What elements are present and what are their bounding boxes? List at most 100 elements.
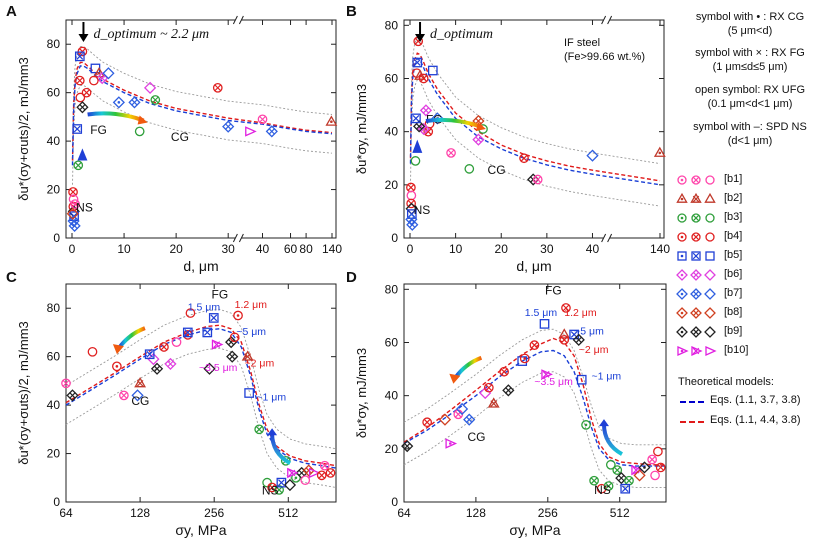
data-point — [446, 148, 456, 158]
legend-marker — [705, 345, 717, 357]
trend-arrowhead — [598, 419, 609, 427]
data-point — [412, 57, 423, 68]
data-point — [66, 207, 79, 220]
model-2-line-swatch — [680, 421, 704, 423]
upper-envelope — [72, 46, 333, 147]
data-point — [171, 337, 182, 347]
legend-marker — [677, 251, 687, 261]
data-point — [119, 390, 129, 401]
data-point — [589, 475, 599, 486]
y-tick-label: 20 — [385, 178, 399, 192]
axis-break-mark — [601, 15, 607, 25]
grain-size-label: 1.2 μm — [235, 299, 268, 311]
legend-model-label: Eqs. (1.1, 4.4, 3.8) — [710, 414, 801, 426]
data-point — [453, 409, 464, 420]
y-tick-label: 40 — [385, 125, 399, 139]
data-point — [287, 467, 299, 479]
optimum-arrowhead — [78, 34, 89, 42]
region-label-cg: CG — [467, 430, 485, 444]
x-tick-label: 80 — [299, 242, 313, 256]
data-point — [406, 190, 417, 201]
data-point — [406, 182, 416, 193]
y-tick-label: 80 — [47, 37, 61, 51]
y-axis-label: δu*(σy+σuts)/2, mJ/mm3 — [16, 57, 31, 201]
data-point — [147, 352, 160, 366]
data-point — [128, 96, 141, 109]
data-point — [655, 462, 666, 473]
y-tick-label: 80 — [385, 282, 399, 296]
data-point — [581, 420, 591, 430]
axis-break-gap — [235, 16, 242, 24]
legend-marker — [704, 307, 716, 319]
data-point — [134, 377, 147, 388]
data-point — [519, 153, 529, 164]
legend-marker-group — [676, 326, 716, 338]
data-point — [112, 361, 122, 372]
legend-models-title: Theoretical models: — [678, 376, 774, 388]
panel-letter: B — [346, 3, 357, 20]
legend-note-sub: (5 μm<d) — [727, 25, 773, 37]
trend-arrowhead — [112, 344, 124, 355]
lower-envelope — [65, 347, 337, 488]
legend-ref-label: [b1] — [724, 173, 743, 185]
x-tick-label: 512 — [278, 506, 298, 520]
data-point — [576, 374, 587, 385]
data-point — [134, 126, 145, 137]
lower-envelope — [72, 84, 333, 185]
model-curve-red — [403, 337, 666, 466]
material-note: IF steel — [564, 37, 600, 49]
data-point — [254, 424, 265, 435]
data-point — [519, 353, 530, 364]
region-label-ns: NS — [76, 200, 93, 214]
material-note: (Fe>99.66 wt.%) — [564, 51, 645, 63]
legend-marker — [690, 326, 702, 338]
x-tick-label: 64 — [59, 506, 73, 520]
legend-ref-b3: [b3] — [674, 210, 824, 226]
axis-break-gap — [603, 16, 610, 24]
data-point — [159, 342, 169, 352]
x-tick-label: 256 — [204, 506, 224, 520]
x-tick-label: 40 — [256, 242, 270, 256]
y-tick-label: 60 — [385, 71, 399, 85]
data-point — [241, 350, 254, 361]
data-point — [586, 149, 599, 162]
data-point — [308, 467, 321, 479]
legend-ref-b2: [b2] — [674, 191, 824, 207]
upper-envelope — [410, 36, 661, 165]
model-curve-red — [409, 52, 661, 182]
data-point — [211, 339, 224, 350]
data-point — [539, 319, 550, 329]
legend-model-label: Eqs. (1.1, 3.7, 3.8) — [710, 394, 801, 406]
legend-marker-group — [676, 269, 716, 281]
data-point — [185, 308, 196, 318]
data-point — [150, 362, 164, 375]
legend-ref-label: [b5] — [724, 249, 743, 261]
lower-envelope — [410, 79, 661, 207]
chart-panel-c: C 0 20 40 60 80 64 128 256 512 σy, MPa δu*(σy+σuts)… — [6, 269, 337, 538]
legend-ref-label: [b9] — [724, 325, 743, 337]
y-tick-label: 0 — [53, 495, 60, 509]
x-axis-label: σy, MPa — [509, 522, 560, 538]
data-point — [650, 470, 660, 481]
data-point — [81, 87, 92, 98]
data-point — [265, 125, 278, 138]
legend-marker-group — [676, 288, 716, 300]
data-point — [406, 218, 419, 231]
data-point — [427, 65, 438, 76]
legend-marker — [691, 345, 703, 357]
data-point — [653, 446, 663, 457]
grain-size-label: ~3.5 μm — [199, 362, 238, 374]
data-point — [202, 327, 213, 338]
legend-marker — [690, 192, 702, 203]
data-point — [445, 438, 458, 449]
legend-marker — [705, 251, 715, 261]
legend-marker — [705, 213, 715, 223]
axis-break-mark — [232, 15, 238, 25]
data-point — [463, 413, 476, 426]
data-point — [615, 471, 628, 485]
panel-letter: A — [6, 3, 17, 20]
panel-letter: D — [346, 269, 357, 286]
plot-frame — [65, 19, 337, 239]
legend-ref-label: [b7] — [724, 287, 743, 299]
